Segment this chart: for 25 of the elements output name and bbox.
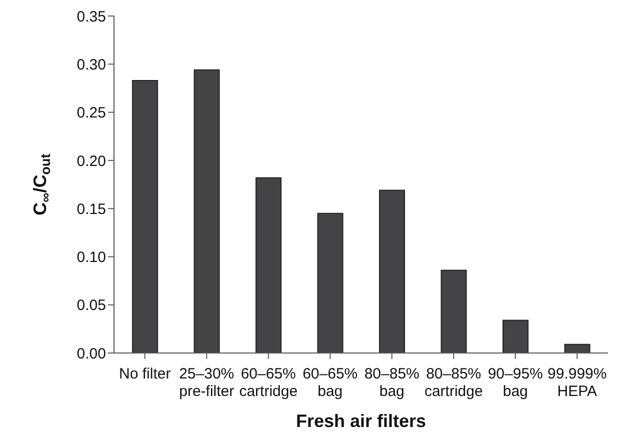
x-axis-title: Fresh air filters xyxy=(296,411,426,431)
x-tick-label: 60–65% cartridge xyxy=(239,366,298,400)
y-tick-label: 0.35 xyxy=(76,8,106,26)
bar xyxy=(440,270,467,353)
bar xyxy=(564,344,590,353)
x-tick-label: 90–95% bag xyxy=(488,366,543,400)
x-tick-label: No filter xyxy=(119,366,171,382)
bar xyxy=(194,69,220,353)
y-tick-label: 0.15 xyxy=(76,200,106,218)
y-tick-label: 0.10 xyxy=(76,249,106,266)
x-tick-label: 99.999% HEPA xyxy=(548,366,607,400)
bar xyxy=(132,80,158,353)
bar xyxy=(502,320,529,353)
y-tick-label: 0.05 xyxy=(76,297,106,314)
bar xyxy=(256,177,282,353)
bar xyxy=(317,212,344,353)
bar xyxy=(379,190,406,353)
x-tick-label: 60–65% bag xyxy=(302,366,358,400)
y-tick-label: 0.30 xyxy=(76,56,106,74)
y-tick-label: 0.25 xyxy=(76,104,106,122)
x-tick-label: 25–30% pre-filter xyxy=(179,366,234,400)
x-tick-label: 80–85% cartridge xyxy=(424,366,483,400)
x-tick-label: 80–85% bag xyxy=(364,366,420,400)
y-tick-label: 0.20 xyxy=(76,152,106,170)
y-tick-label: 0.00 xyxy=(76,345,106,362)
